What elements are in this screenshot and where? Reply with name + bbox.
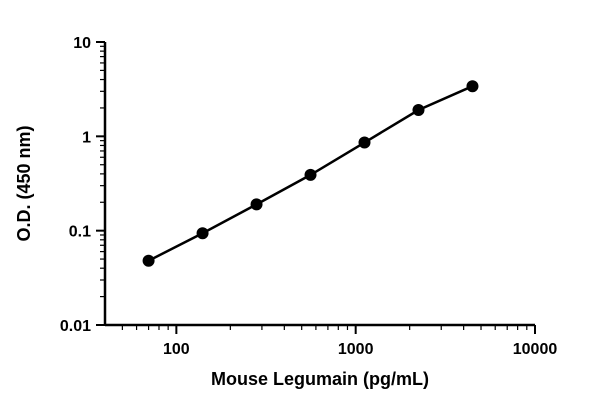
x-tick-label: 10000	[513, 341, 558, 358]
x-tick-label: 100	[163, 341, 190, 358]
y-tick-label: 10	[73, 35, 91, 52]
data-point	[250, 198, 263, 211]
y-tick-label: 1	[82, 129, 91, 146]
y-tick-label: 0.1	[69, 224, 91, 241]
data-point	[142, 254, 155, 267]
y-axis-title: O.D. (450 nm)	[14, 125, 34, 241]
data-point	[412, 104, 425, 117]
data-point	[196, 227, 209, 240]
data-point	[304, 168, 317, 181]
y-tick-label: 0.01	[60, 318, 91, 335]
data-point	[466, 80, 479, 93]
data-point	[358, 136, 371, 149]
x-axis-title: Mouse Legumain (pg/mL)	[211, 369, 429, 389]
x-tick-label: 1000	[338, 341, 374, 358]
